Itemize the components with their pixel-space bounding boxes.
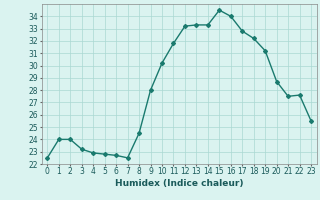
X-axis label: Humidex (Indice chaleur): Humidex (Indice chaleur): [115, 179, 244, 188]
